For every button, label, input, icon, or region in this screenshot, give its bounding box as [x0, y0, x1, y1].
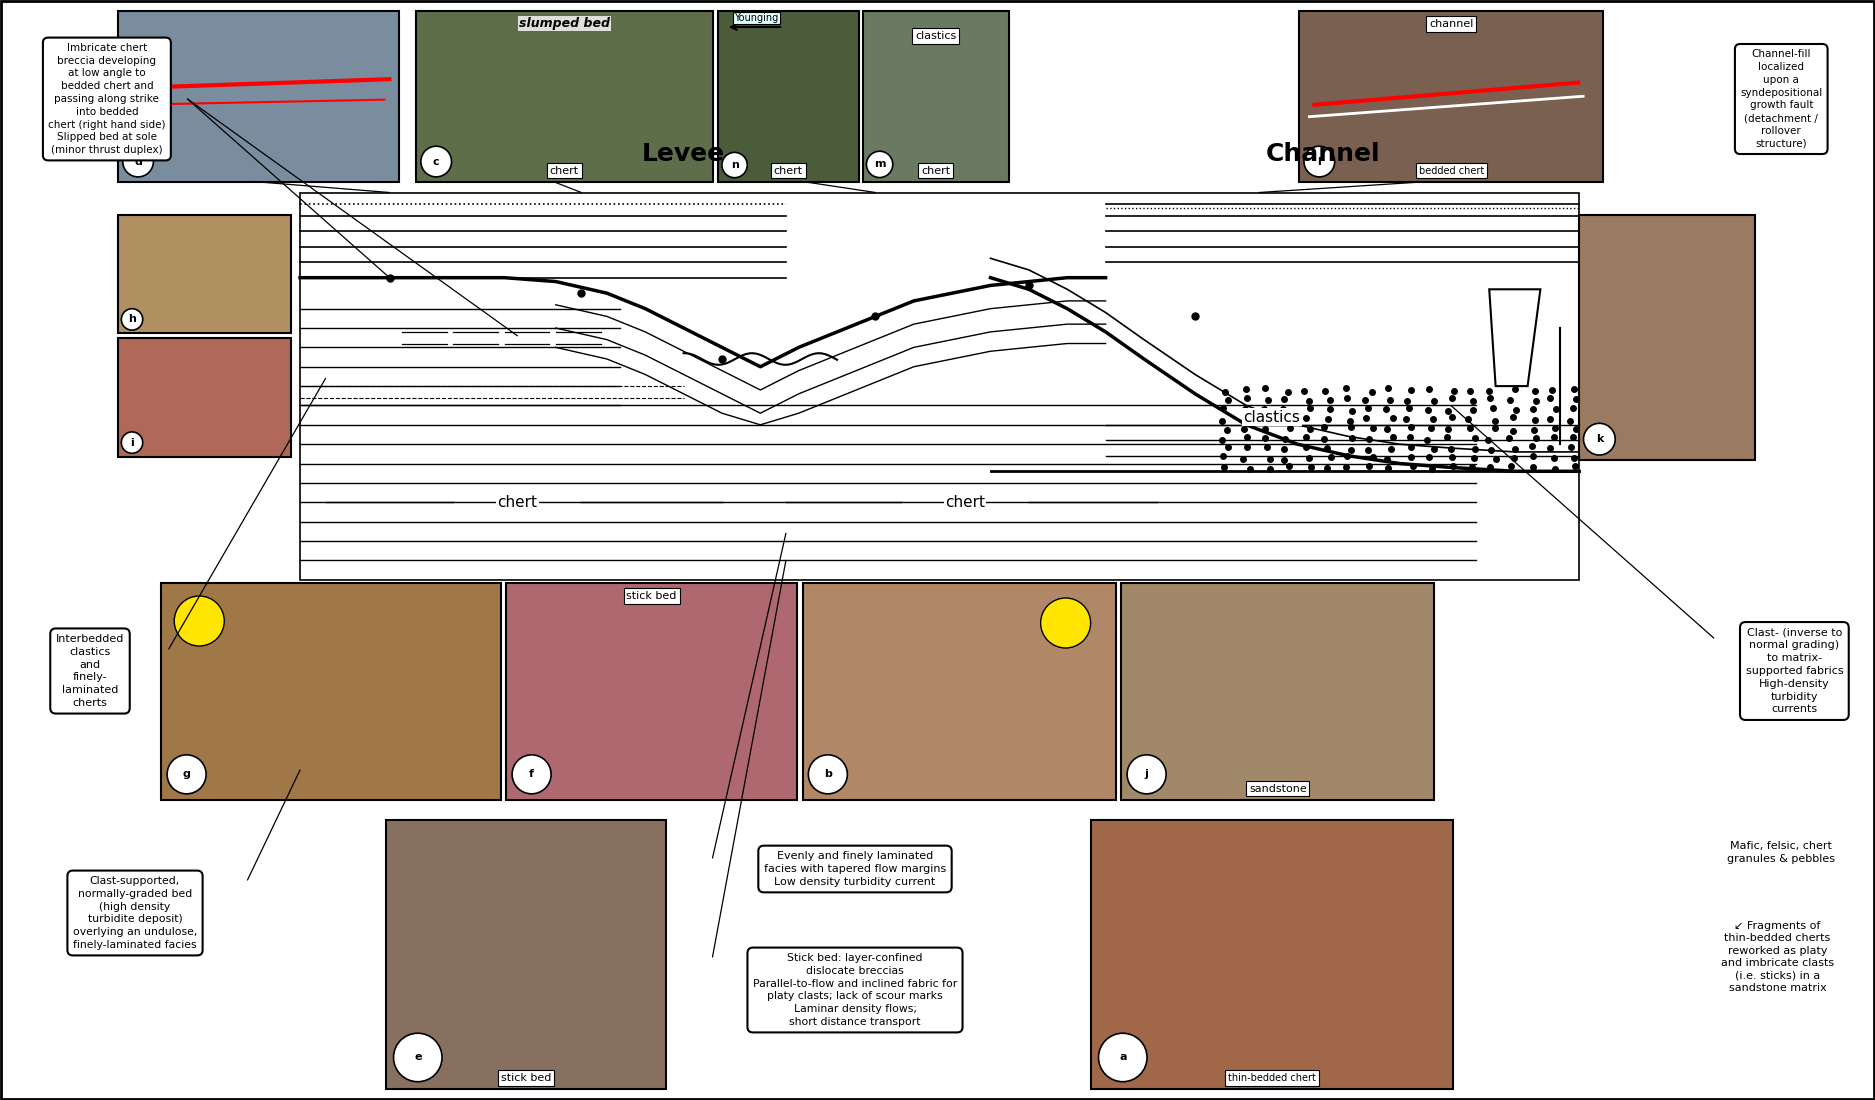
Circle shape [394, 1033, 442, 1081]
Bar [161, 583, 501, 800]
Bar [506, 583, 797, 800]
Bar [862, 11, 1009, 182]
Circle shape [174, 596, 225, 646]
Text: f: f [529, 769, 534, 779]
Bar [118, 214, 291, 333]
Text: b: b [823, 769, 832, 779]
Text: chert: chert [549, 165, 579, 176]
Text: Interbedded
clastics
and
finely-
laminated
cherts: Interbedded clastics and finely- laminat… [56, 634, 124, 708]
Circle shape [420, 146, 452, 177]
Text: chert: chert [921, 165, 951, 176]
Bar [1579, 214, 1755, 460]
Text: Clast- (inverse to
normal grading)
to matrix-
supported fabrics
High-density
tur: Clast- (inverse to normal grading) to ma… [1746, 628, 1843, 714]
Circle shape [1584, 424, 1614, 455]
Text: Levee: Levee [641, 142, 726, 166]
Circle shape [1041, 598, 1091, 648]
Text: i: i [129, 438, 133, 448]
Text: e: e [414, 1053, 422, 1063]
Bar [1299, 11, 1603, 182]
Circle shape [122, 309, 142, 330]
Bar [802, 583, 1116, 800]
Text: Channel-fill
localized
upon a
syndepositional
growth fault
(detachment /
rollove: Channel-fill localized upon a syndeposit… [1740, 50, 1822, 148]
Text: h: h [128, 315, 137, 324]
Circle shape [1127, 755, 1166, 794]
Circle shape [1303, 146, 1335, 177]
Text: Clast-supported,
normally-graded bed
(high density
turbidite deposit)
overlying : Clast-supported, normally-graded bed (hi… [73, 876, 197, 950]
Text: channel: channel [1429, 19, 1474, 29]
Text: stick bed: stick bed [626, 591, 677, 601]
Text: Evenly and finely laminated
facies with tapered flow margins
Low density turbidi: Evenly and finely laminated facies with … [763, 851, 947, 887]
Text: l: l [1318, 156, 1322, 166]
Text: m: m [874, 160, 885, 169]
Circle shape [1099, 1033, 1148, 1081]
Text: chert: chert [774, 165, 802, 176]
Text: n: n [731, 160, 739, 170]
Text: Channel: Channel [1266, 142, 1380, 166]
Bar [386, 820, 666, 1089]
Text: sandstone: sandstone [1249, 783, 1307, 794]
Bar [300, 192, 1579, 580]
Bar [416, 11, 712, 182]
Text: clastics: clastics [1243, 409, 1299, 425]
Text: stick bed: stick bed [501, 1072, 551, 1084]
Text: Imbricate chert
breccia developing
at low angle to
bedded chert and
passing alon: Imbricate chert breccia developing at lo… [49, 43, 165, 155]
Polygon shape [1489, 289, 1541, 386]
Bar [118, 338, 291, 456]
Text: bedded chert: bedded chert [1419, 165, 1483, 176]
Bar [718, 11, 859, 182]
Circle shape [122, 432, 142, 453]
Bar [1091, 820, 1453, 1089]
Text: chert: chert [497, 495, 538, 509]
Text: Younging: Younging [733, 13, 778, 23]
Text: thin-bedded chert: thin-bedded chert [1228, 1072, 1316, 1084]
Text: d: d [135, 156, 142, 166]
Circle shape [167, 755, 206, 794]
Text: j: j [1144, 769, 1149, 779]
Text: c: c [433, 156, 439, 166]
Text: slumped bed: slumped bed [519, 16, 609, 30]
Circle shape [512, 755, 551, 794]
Bar [118, 11, 399, 182]
Text: a: a [1119, 1053, 1127, 1063]
Text: chert: chert [945, 495, 984, 509]
Circle shape [122, 146, 154, 177]
Circle shape [722, 153, 748, 178]
Text: k: k [1596, 434, 1603, 444]
Circle shape [866, 151, 892, 177]
Bar [1121, 583, 1434, 800]
Circle shape [808, 755, 848, 794]
Text: clastics: clastics [915, 31, 956, 41]
Text: g: g [182, 769, 191, 779]
Text: Mafic, felsic, chert
granules & pebbles: Mafic, felsic, chert granules & pebbles [1727, 842, 1836, 864]
Text: ↙ Fragments of
thin-bedded cherts
reworked as platy
and imbricate clasts
(i.e. s: ↙ Fragments of thin-bedded cherts rework… [1721, 921, 1834, 993]
Text: Stick bed: layer-confined
dislocate breccias
Parallel-to-flow and inclined fabri: Stick bed: layer-confined dislocate brec… [754, 953, 956, 1027]
